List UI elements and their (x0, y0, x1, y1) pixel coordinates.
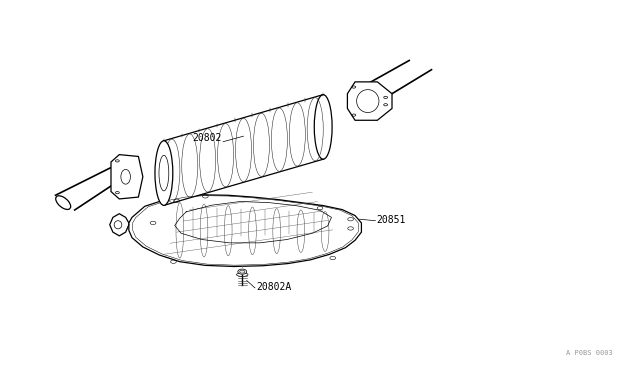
Ellipse shape (155, 141, 173, 205)
Text: 20851: 20851 (376, 215, 406, 225)
Ellipse shape (238, 269, 246, 274)
Text: 20802A: 20802A (256, 282, 292, 292)
Text: 20802: 20802 (193, 133, 222, 143)
Polygon shape (111, 155, 143, 199)
Polygon shape (164, 94, 323, 205)
Ellipse shape (237, 273, 248, 276)
Ellipse shape (314, 94, 332, 159)
Polygon shape (129, 195, 362, 266)
Polygon shape (348, 82, 392, 120)
Text: A P0BS 0003: A P0BS 0003 (566, 350, 613, 356)
Ellipse shape (56, 196, 70, 209)
